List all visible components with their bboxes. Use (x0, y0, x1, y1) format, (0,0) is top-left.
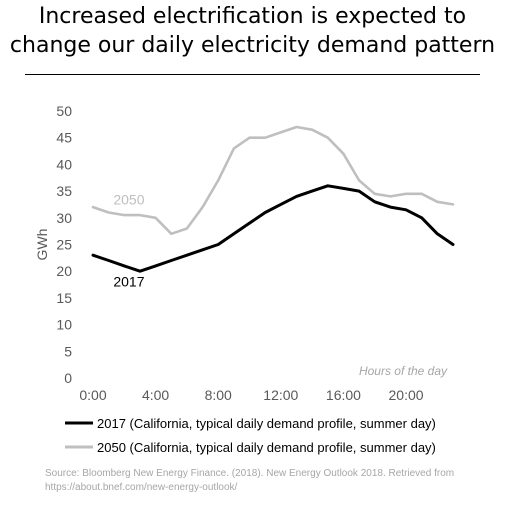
x-tick-label: 16:00 (326, 387, 361, 403)
x-axis-label: Hours of the day (359, 364, 448, 378)
y-tick-label: 30 (56, 210, 72, 226)
series-lines (91, 125, 455, 273)
title-divider (25, 74, 480, 75)
x-tick-label: 0:00 (79, 387, 106, 403)
source-note: Source: Bloomberg New Energy Finance. (2… (45, 468, 455, 493)
series-line-2017 (91, 184, 455, 273)
legend-label-2017: 2017 (California, typical daily demand p… (97, 416, 436, 431)
y-tick-label: 15 (56, 290, 72, 306)
series-label-2050: 2050 (113, 191, 144, 207)
y-axis: 0 5 10 15 20 25 30 35 40 45 50 GWh (34, 103, 72, 386)
y-axis-label: GWh (34, 229, 50, 261)
y-tick-label: 5 (64, 343, 72, 359)
chart-title: Increased electrification is expected to… (9, 4, 496, 58)
series-line-2050 (91, 125, 455, 236)
legend: 2017 (California, typical daily demand p… (65, 416, 436, 455)
y-tick-label: 45 (56, 130, 72, 146)
series-label-2017: 2017 (113, 274, 144, 290)
x-tick-label: 12:00 (263, 387, 298, 403)
y-tick-label: 20 (56, 263, 72, 279)
y-tick-label: 10 (56, 317, 72, 333)
legend-label-2050: 2050 (California, typical daily demand p… (97, 440, 436, 455)
series-labels: 2017 2050 (113, 191, 144, 289)
x-tick-label: 4:00 (142, 387, 169, 403)
y-tick-label: 40 (56, 156, 72, 172)
y-tick-label: 35 (56, 183, 72, 199)
line-chart: 0 5 10 15 20 25 30 35 40 45 50 GWh 0:00 4:00 8:00 12:0… (34, 103, 455, 455)
y-tick-label: 50 (56, 103, 72, 119)
x-tick-label: 8:00 (205, 387, 232, 403)
y-tick-label: 0 (64, 370, 72, 386)
x-tick-label: 20:00 (389, 387, 424, 403)
x-axis: 0:00 4:00 8:00 12:00 16:00 20:00 Hours of the … (79, 364, 448, 403)
y-tick-label: 25 (56, 237, 72, 253)
